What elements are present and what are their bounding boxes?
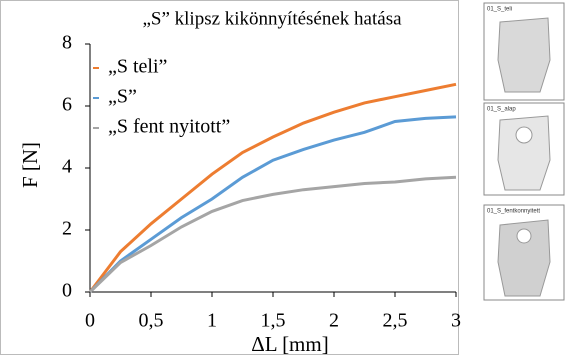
series-line — [90, 177, 456, 292]
x-tick-label: 2,5 — [383, 310, 408, 332]
y-axis-label: F [N] — [18, 142, 42, 188]
y-tick-label: 8 — [62, 32, 72, 54]
legend-label: „S teli” — [108, 56, 167, 78]
y-tick-label: 0 — [62, 280, 72, 302]
page: „S” klipsz kikönnyítésének hatása F [N] … — [0, 0, 568, 355]
thumbnail-caption: 01_S_fentkonnyitett — [487, 209, 540, 215]
x-tick-label: 1 — [207, 310, 217, 332]
x-tick-label: 0,5 — [139, 310, 164, 332]
legend-label: „S” — [108, 86, 137, 108]
series-line — [90, 117, 456, 292]
x-tick-label: 0 — [85, 310, 95, 332]
thumbnail-shape — [498, 18, 550, 92]
thumbnail-hole — [517, 229, 531, 243]
thumbnail-caption: 01_S_alap — [487, 107, 516, 113]
legend-label: „S fent nyitott” — [108, 116, 230, 138]
thumbnails: 01_S_teli 01_S_alap 01_S_fentkonnyitett — [484, 3, 564, 300]
y-tick-label: 6 — [62, 94, 72, 116]
x-axis-label: ΔL [mm] — [251, 332, 328, 355]
thumbnail-hole — [516, 127, 532, 143]
thumbnail-caption: 01_S_teli — [487, 7, 512, 13]
y-tick-label: 2 — [62, 218, 72, 240]
chart-title: „S” klipsz kikönnyítésének hatása — [142, 8, 402, 29]
x-tick-label: 3 — [451, 310, 461, 332]
x-tick-label: 2 — [329, 310, 339, 332]
x-tick-label: 1,5 — [261, 310, 286, 332]
y-tick-label: 4 — [62, 156, 72, 178]
